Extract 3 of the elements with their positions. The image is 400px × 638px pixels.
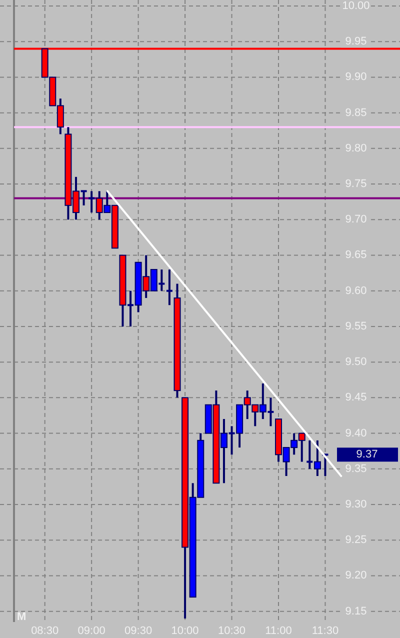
candlestick — [314, 439, 321, 478]
annotation: 9.37 — [356, 448, 378, 461]
candlestick — [166, 268, 172, 306]
